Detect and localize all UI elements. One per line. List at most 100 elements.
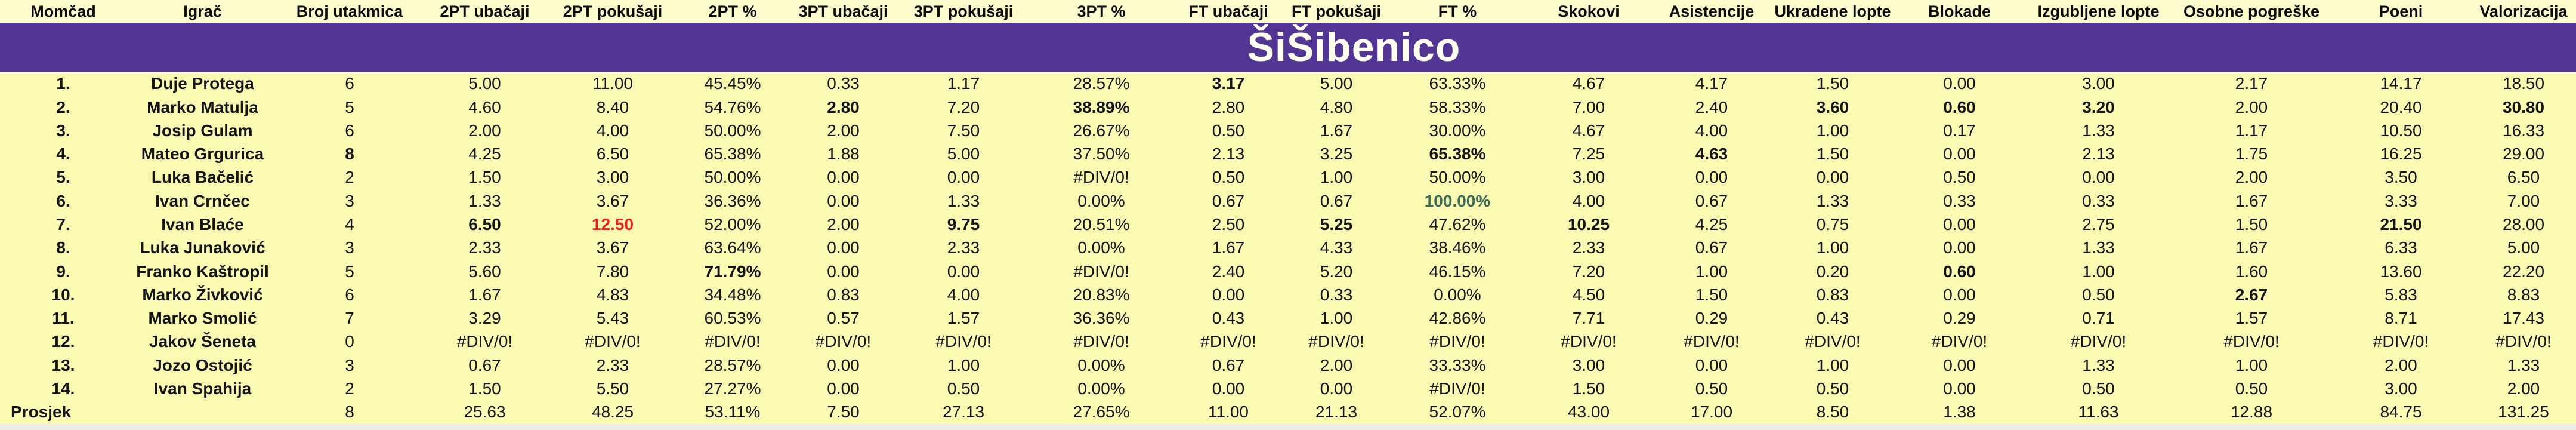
col-header-osobne-pogreske[interactable]: Osobne pogreške: [2172, 0, 2331, 23]
player-name-cell[interactable]: Franko Kaštropil: [126, 259, 279, 284]
stat-cell[interactable]: 1.33: [2025, 119, 2172, 143]
stat-cell[interactable]: 8.40: [549, 95, 677, 119]
col-header-blokade[interactable]: Blokade: [1894, 0, 2025, 23]
stat-cell[interactable]: 1.50: [1652, 283, 1771, 307]
stat-cell[interactable]: 0.50: [1894, 165, 2025, 190]
stat-cell[interactable]: 4.63: [1652, 142, 1771, 166]
stat-cell[interactable]: 1.67: [1173, 236, 1283, 260]
stat-cell[interactable]: 1.38: [1894, 400, 2025, 424]
stat-cell[interactable]: 34.48%: [677, 283, 789, 307]
stat-cell[interactable]: 17.43: [2471, 306, 2576, 330]
stat-cell[interactable]: 0.17: [1894, 119, 2025, 143]
stat-cell[interactable]: 8.83: [2471, 283, 2576, 307]
stat-cell[interactable]: 4.50: [1525, 283, 1652, 307]
stat-cell[interactable]: 3.25: [1283, 142, 1389, 166]
stat-cell[interactable]: 1.00: [1283, 165, 1389, 190]
stat-cell[interactable]: 6: [279, 283, 421, 307]
stat-cell[interactable]: 3.17: [1173, 72, 1283, 96]
stat-cell[interactable]: 1.67: [2172, 236, 2331, 260]
stat-cell[interactable]: 10.50: [2331, 119, 2471, 143]
stat-cell[interactable]: #DIV/0!: [1173, 330, 1283, 354]
player-name-cell[interactable]: Josip Gulam: [126, 119, 279, 143]
stat-cell[interactable]: 2.00: [2471, 377, 2576, 401]
stat-cell[interactable]: 0.00: [1652, 165, 1771, 190]
stat-cell[interactable]: 7.71: [1525, 306, 1652, 330]
stat-cell[interactable]: 2.33: [421, 236, 549, 260]
stat-cell[interactable]: 1.00: [1771, 236, 1894, 260]
stat-cell[interactable]: 2.80: [789, 95, 898, 119]
stat-cell[interactable]: 1.57: [898, 306, 1029, 330]
stat-cell[interactable]: 0.67: [1652, 189, 1771, 213]
stat-cell[interactable]: 14.17: [2331, 72, 2471, 96]
stat-cell[interactable]: 6.50: [549, 142, 677, 166]
stat-cell[interactable]: 0.00: [1894, 377, 2025, 401]
stat-cell[interactable]: 3.67: [549, 236, 677, 260]
stat-cell[interactable]: 1.17: [898, 72, 1029, 96]
stat-cell[interactable]: 0.00: [1894, 72, 2025, 96]
stat-cell[interactable]: #DIV/0!: [2331, 330, 2471, 354]
stat-cell[interactable]: 18.50: [2471, 72, 2576, 96]
stat-cell[interactable]: 12.50: [549, 213, 677, 236]
stat-cell[interactable]: 63.64%: [677, 236, 789, 260]
stat-cell[interactable]: 7.50: [789, 400, 898, 424]
col-header-3pt-pct[interactable]: 3PT %: [1029, 0, 1173, 23]
stat-cell[interactable]: 0.00: [1652, 353, 1771, 377]
stat-cell[interactable]: 38.89%: [1029, 95, 1173, 119]
stat-cell[interactable]: 10.25: [1525, 213, 1652, 236]
stat-cell[interactable]: 0.00%: [1029, 377, 1173, 401]
stat-cell[interactable]: 58.33%: [1389, 95, 1525, 119]
stat-cell[interactable]: 5.00: [898, 142, 1029, 166]
stat-cell[interactable]: 0.33: [2025, 189, 2172, 213]
stat-cell[interactable]: 0.67: [1652, 236, 1771, 260]
stat-cell[interactable]: 30.00%: [1389, 119, 1525, 143]
stat-cell[interactable]: 28.00: [2471, 213, 2576, 236]
stat-cell[interactable]: 3: [279, 236, 421, 260]
stat-cell[interactable]: 1.33: [421, 189, 549, 213]
stat-cell[interactable]: 2.13: [2025, 142, 2172, 166]
stat-cell[interactable]: 29.00: [2471, 142, 2576, 166]
player-name-cell[interactable]: Ivan Blaće: [126, 213, 279, 236]
stat-cell[interactable]: 0.50: [2172, 377, 2331, 401]
stat-cell[interactable]: #DIV/0!: [1389, 377, 1525, 401]
stat-cell[interactable]: 52.07%: [1389, 400, 1525, 424]
stat-cell[interactable]: 1.50: [2172, 213, 2331, 236]
stat-cell[interactable]: #DIV/0!: [1283, 330, 1389, 354]
stat-cell[interactable]: 8: [279, 142, 421, 166]
stat-cell[interactable]: 42.86%: [1389, 306, 1525, 330]
stat-cell[interactable]: 4.33: [1283, 236, 1389, 260]
stat-cell[interactable]: 28.57%: [677, 353, 789, 377]
stat-cell[interactable]: 47.62%: [1389, 213, 1525, 236]
stat-cell[interactable]: 0.00: [2025, 165, 2172, 190]
stat-cell[interactable]: #DIV/0!: [1389, 330, 1525, 354]
stat-cell[interactable]: 26.67%: [1029, 119, 1173, 143]
stat-cell[interactable]: #DIV/0!: [2471, 330, 2576, 354]
stat-cell[interactable]: 3.20: [2025, 95, 2172, 119]
rank-cell[interactable]: 7.: [0, 213, 126, 236]
rank-cell[interactable]: 2.: [0, 95, 126, 119]
stat-cell[interactable]: 27.65%: [1029, 400, 1173, 424]
stat-cell[interactable]: 2.00: [789, 213, 898, 236]
stat-cell[interactable]: 4.00: [549, 119, 677, 143]
stat-cell[interactable]: #DIV/0!: [1771, 330, 1894, 354]
stat-cell[interactable]: 0.00: [789, 189, 898, 213]
rank-cell[interactable]: 6.: [0, 189, 126, 213]
stat-cell[interactable]: 4.25: [421, 142, 549, 166]
stat-cell[interactable]: 2.00: [2331, 353, 2471, 377]
stat-cell[interactable]: 100.00%: [1389, 189, 1525, 213]
stat-cell[interactable]: 2.40: [1173, 259, 1283, 284]
rank-cell[interactable]: 11.: [0, 306, 126, 330]
stat-cell[interactable]: 3.00: [2331, 377, 2471, 401]
stat-cell[interactable]: 4.67: [1525, 119, 1652, 143]
player-name-cell[interactable]: Luka Junaković: [126, 236, 279, 260]
stat-cell[interactable]: 46.15%: [1389, 259, 1525, 284]
stat-cell[interactable]: 20.40: [2331, 95, 2471, 119]
stat-cell[interactable]: 0.33: [1283, 283, 1389, 307]
stat-cell[interactable]: #DIV/0!: [421, 330, 549, 354]
stat-cell[interactable]: 9.75: [898, 213, 1029, 236]
stat-cell[interactable]: 0.83: [789, 283, 898, 307]
col-header-momcad[interactable]: Momčad: [0, 0, 126, 23]
col-header-2pt-pct[interactable]: 2PT %: [677, 0, 789, 23]
stat-cell[interactable]: 2: [279, 165, 421, 190]
stat-cell[interactable]: 5.20: [1283, 259, 1389, 284]
stat-cell[interactable]: 6.50: [421, 213, 549, 236]
